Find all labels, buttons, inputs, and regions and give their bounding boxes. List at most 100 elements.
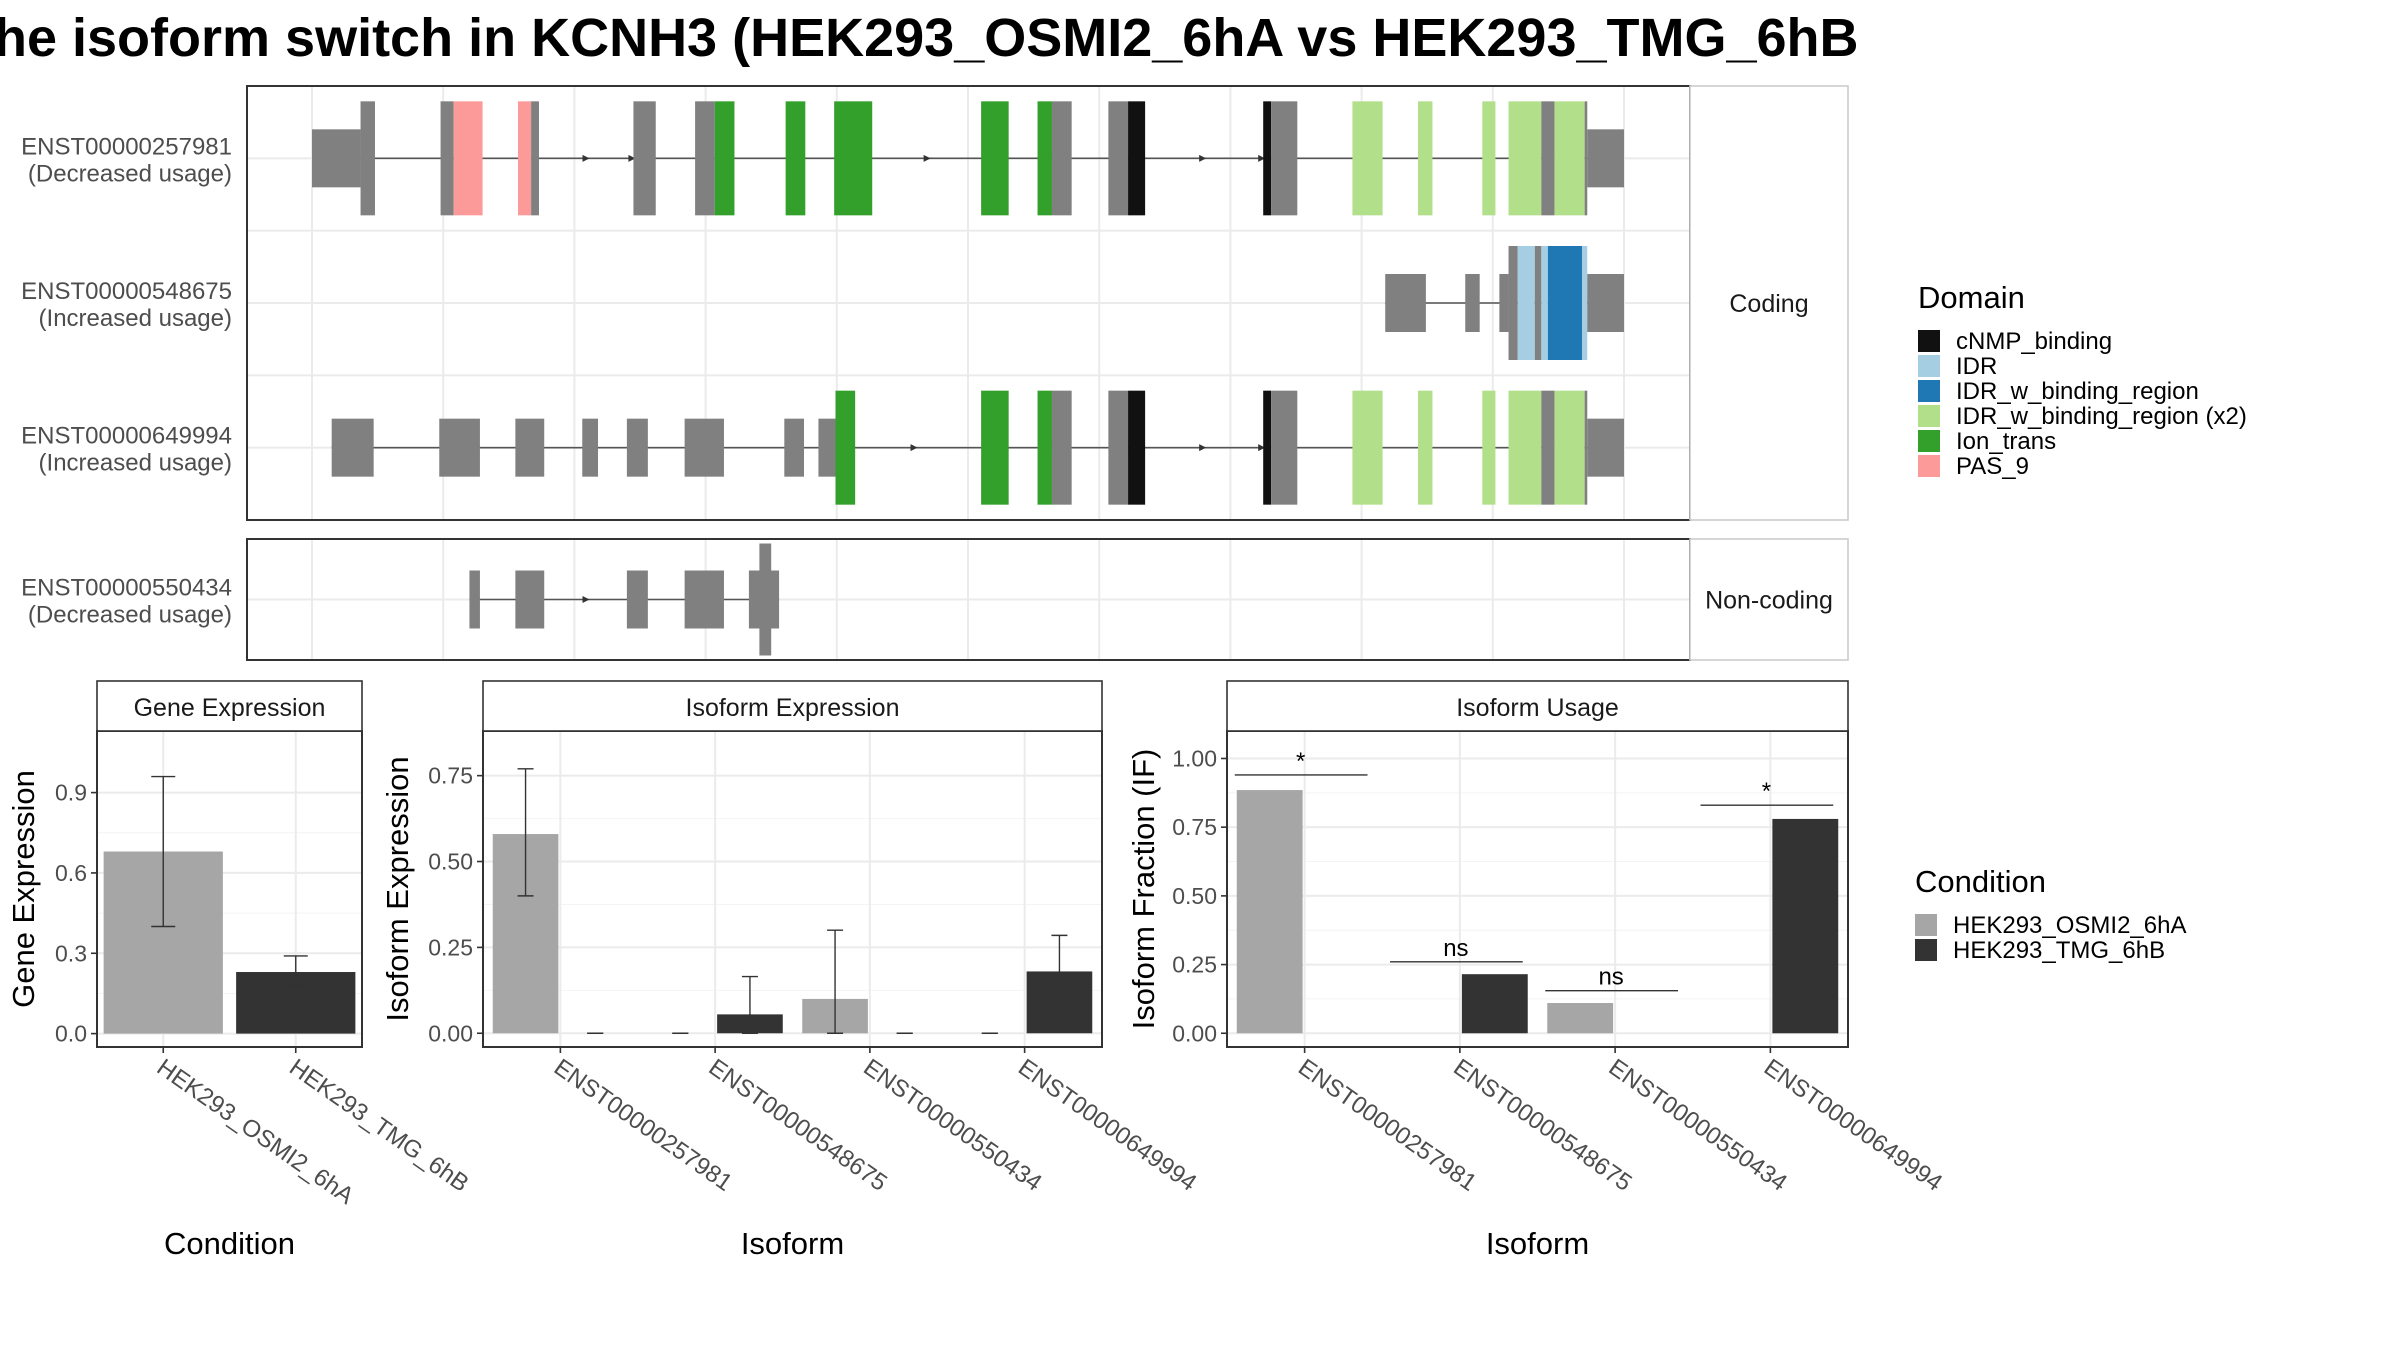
exon-block	[1584, 390, 1588, 505]
facet-strip-label: Non-coding	[1705, 587, 1833, 615]
expression-charts: 0.00.30.60.9HEK293_OSMI2_6hAHEK293_TMG_6…	[6, 680, 1947, 1261]
domain-exon	[1582, 246, 1588, 360]
domain-legend-key	[1918, 455, 1940, 477]
exon-block	[582, 418, 599, 477]
transcript-ENST00000548675	[1385, 246, 1624, 360]
domain-exon	[453, 101, 483, 216]
exon-block	[439, 418, 480, 477]
domain-exon	[1554, 390, 1585, 505]
transcript-ENST00000257981	[312, 101, 1624, 216]
exon-block	[684, 570, 724, 629]
transcript-usage-label: (Decreased usage)	[28, 160, 232, 187]
y-axis-title: Isoform Fraction (IF)	[1126, 749, 1161, 1030]
exon-block	[312, 129, 361, 188]
transcript-id-label: ENST00000548675	[21, 278, 232, 305]
exon-block	[633, 101, 656, 216]
exon-block	[1385, 274, 1426, 332]
exon-block	[331, 418, 374, 477]
domain-exon	[1508, 390, 1542, 505]
domain-exon	[981, 390, 1009, 505]
exon-block	[1534, 246, 1542, 360]
domain-exon	[517, 101, 532, 216]
domain-exon	[1418, 390, 1433, 505]
domain-exon	[1508, 101, 1542, 216]
domain-legend-title: Domain	[1918, 280, 2025, 315]
exon-block	[1108, 390, 1129, 505]
significance-label: *	[1762, 778, 1771, 805]
condition-legend-label: HEK293_TMG_6hB	[1953, 937, 2165, 964]
transcript-structure-panel: ENST00000257981(Decreased usage)ENST0000…	[21, 85, 1849, 661]
condition-legend-label: HEK293_OSMI2_6hA	[1953, 912, 2186, 939]
y-axis-title: Isoform Expression	[380, 756, 415, 1021]
figure-title: he isoform switch in KCNH3 (HEK293_OSMI2…	[0, 8, 1859, 68]
exon-block	[626, 418, 648, 477]
y-tick-label: 0.9	[55, 780, 87, 806]
direction-arrow	[1199, 154, 1207, 162]
chart-title-strip	[1226, 680, 1849, 732]
domain-exon	[834, 101, 873, 216]
facet-strip	[1689, 538, 1849, 661]
direction-arrow	[582, 154, 590, 162]
exon-block	[1587, 274, 1624, 332]
transcript-ENST00000649994	[331, 390, 1624, 505]
significance-label: *	[1296, 748, 1305, 775]
domain-exon	[714, 101, 735, 216]
y-tick-label: 0.75	[1172, 814, 1217, 840]
plot-background	[1227, 731, 1848, 1047]
bar	[1236, 790, 1303, 1034]
transcript-usage-label: (Increased usage)	[39, 450, 232, 477]
exon-block	[784, 418, 804, 477]
exon-block	[695, 101, 715, 216]
domain-exon	[1037, 390, 1052, 505]
domain-legend-key	[1918, 380, 1940, 402]
y-tick-label: 0.50	[1172, 883, 1217, 909]
exon-block	[1584, 101, 1588, 216]
exon-block	[1541, 390, 1555, 505]
exon-block	[469, 570, 480, 629]
x-axis-title: Isoform	[741, 1226, 844, 1261]
domain-legend-label: IDR_w_binding_region	[1956, 378, 2199, 405]
exon-block	[515, 418, 545, 477]
facet-strip	[1689, 85, 1849, 521]
chart-title: Isoform Expression	[686, 694, 900, 722]
exon-block	[1587, 418, 1624, 477]
significance-label: ns	[1598, 964, 1623, 991]
domain-legend-key	[1918, 355, 1940, 377]
domain-exon	[1037, 101, 1052, 216]
chart-isoform-expression: 0.000.250.500.75ENST00000257981ENST00000…	[380, 680, 1201, 1261]
y-tick-label: 0.50	[428, 849, 473, 875]
exon-block	[1108, 101, 1129, 216]
domain-exon	[1128, 390, 1146, 505]
domain-exon	[785, 101, 806, 216]
chart-title: Isoform Usage	[1456, 694, 1619, 722]
domain-legend-key	[1918, 330, 1940, 352]
y-tick-label: 0.00	[1172, 1020, 1217, 1046]
transcript-usage-label: (Increased usage)	[39, 305, 232, 332]
direction-arrow	[910, 444, 918, 452]
domain-legend-label: Ion_trans	[1956, 428, 2056, 455]
transcript-id-label: ENST00000257981	[21, 133, 232, 160]
exon-block	[759, 543, 772, 656]
exon-block	[626, 570, 648, 629]
facet-strip-label: Coding	[1729, 290, 1808, 318]
exon-block	[1465, 274, 1480, 332]
domain-exon	[1418, 101, 1433, 216]
transcript-id-label: ENST00000649994	[21, 423, 232, 450]
domain-exon	[1554, 101, 1585, 216]
legends: DomaincNMP_bindingIDRIDR_w_binding_regio…	[1915, 280, 2247, 964]
direction-arrow	[1258, 154, 1266, 162]
domain-exon	[1263, 390, 1272, 505]
exon-block	[1499, 274, 1509, 332]
direction-arrow	[1199, 444, 1207, 452]
bar	[1461, 974, 1528, 1034]
exon-block	[1051, 101, 1072, 216]
domain-exon	[1517, 246, 1535, 360]
plot-background	[483, 731, 1102, 1047]
transcript-usage-label: (Decreased usage)	[28, 602, 232, 629]
exon-block	[515, 570, 545, 629]
transcript-id-label: ENST00000550434	[21, 575, 232, 602]
domain-exon	[835, 390, 856, 505]
domain-legend-label: cNMP_binding	[1956, 328, 2112, 355]
domain-exon	[1482, 390, 1496, 505]
